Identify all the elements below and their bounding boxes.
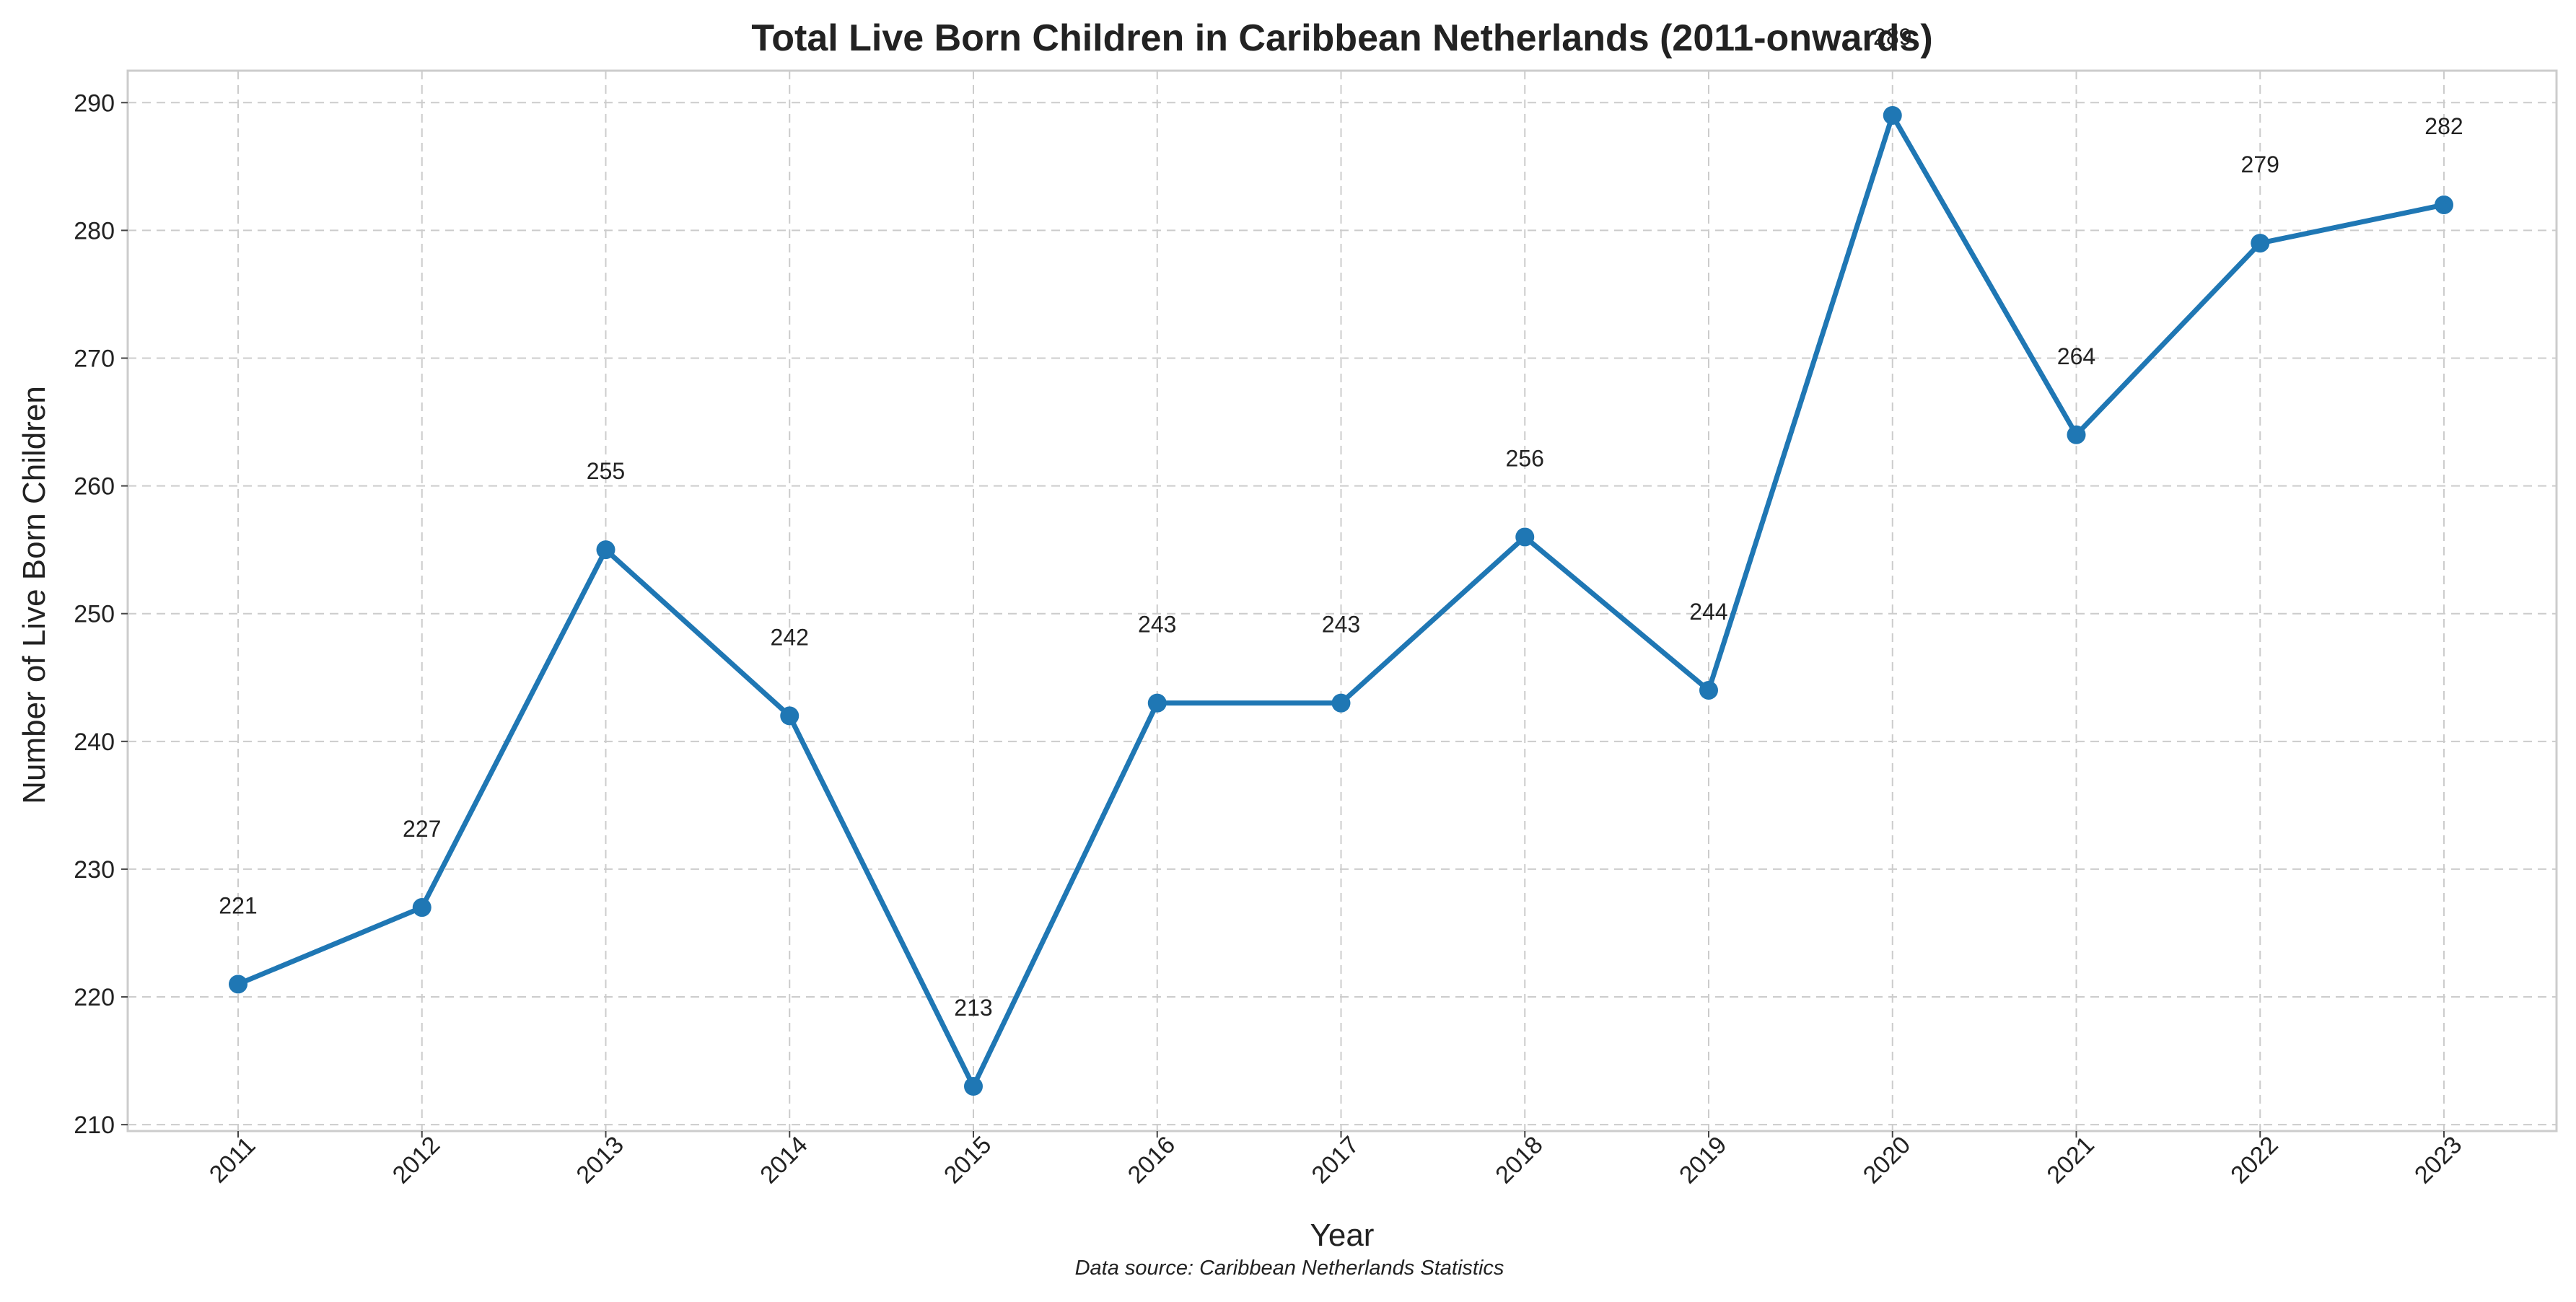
data-point bbox=[1515, 527, 1535, 547]
data-label: 264 bbox=[2057, 343, 2095, 369]
y-axis-ticks: 210 220 230 240 250 260 270 280 290 bbox=[74, 89, 128, 1139]
y-tick-label: 270 bbox=[74, 345, 115, 372]
x-tick-label: 2019 bbox=[1674, 1131, 1732, 1189]
y-tick-label: 220 bbox=[74, 984, 115, 1011]
x-tick-label: 2018 bbox=[1490, 1131, 1548, 1189]
x-tick-label: 2020 bbox=[1858, 1131, 1916, 1189]
x-tick-label: 2022 bbox=[2225, 1131, 2283, 1189]
data-point bbox=[2251, 234, 2270, 253]
data-point bbox=[2067, 425, 2086, 444]
data-label: 221 bbox=[219, 892, 257, 918]
data-label: 213 bbox=[954, 995, 992, 1021]
data-label: 244 bbox=[1689, 599, 1727, 625]
y-tick-label: 230 bbox=[74, 856, 115, 884]
x-tick-label: 2012 bbox=[387, 1131, 445, 1189]
data-point bbox=[780, 706, 799, 726]
y-tick-label: 280 bbox=[74, 217, 115, 245]
data-point bbox=[964, 1077, 983, 1096]
chart-title: Total Live Born Children in Caribbean Ne… bbox=[751, 17, 1932, 59]
data-point bbox=[1883, 105, 1902, 125]
x-tick-label: 2015 bbox=[939, 1131, 996, 1189]
data-point bbox=[412, 898, 431, 918]
grid bbox=[128, 71, 2557, 1131]
data-label: 256 bbox=[1506, 445, 1544, 471]
data-label: 282 bbox=[2424, 113, 2463, 139]
y-tick-label: 260 bbox=[74, 473, 115, 501]
x-tick-label: 2014 bbox=[755, 1131, 812, 1189]
x-tick-label: 2023 bbox=[2409, 1131, 2467, 1189]
source-note: Data source: Caribbean Netherlands Stati… bbox=[1075, 1257, 1504, 1280]
plot-frame bbox=[126, 69, 2558, 1132]
data-label: 289 bbox=[1873, 24, 1911, 50]
data-label: 243 bbox=[1322, 612, 1360, 638]
data-point bbox=[1331, 693, 1351, 713]
data-label: 279 bbox=[2241, 151, 2279, 177]
data-label: 243 bbox=[1138, 612, 1176, 638]
data-point bbox=[2435, 195, 2453, 214]
x-tick-label: 2016 bbox=[1123, 1131, 1180, 1189]
data-label: 242 bbox=[771, 624, 809, 650]
x-tick-label: 2021 bbox=[2042, 1131, 2100, 1189]
data-labels: 221 227 255 242 213 243 243 256 244 289 264 279 282 bbox=[219, 24, 2463, 1021]
x-axis-ticks: 2011 2012 2013 2014 2015 2016 2017 2018 2019 2020… bbox=[204, 1131, 2467, 1189]
y-tick-label: 250 bbox=[74, 601, 115, 628]
y-tick-label: 210 bbox=[74, 1112, 115, 1139]
data-point bbox=[229, 975, 247, 994]
y-tick-label: 290 bbox=[74, 89, 115, 117]
x-axis-label: Year bbox=[1310, 1218, 1375, 1253]
data-point bbox=[596, 540, 615, 560]
data-point bbox=[1699, 680, 1718, 700]
series bbox=[229, 105, 2453, 1096]
data-point bbox=[1147, 693, 1167, 713]
x-tick-label: 2017 bbox=[1307, 1131, 1364, 1189]
y-tick-label: 240 bbox=[74, 729, 115, 756]
x-tick-label: 2011 bbox=[204, 1132, 261, 1189]
data-label: 227 bbox=[403, 816, 441, 842]
x-tick-label: 2013 bbox=[571, 1131, 629, 1189]
y-axis-label: Number of Live Born Children bbox=[17, 386, 52, 804]
data-label: 255 bbox=[587, 458, 625, 484]
